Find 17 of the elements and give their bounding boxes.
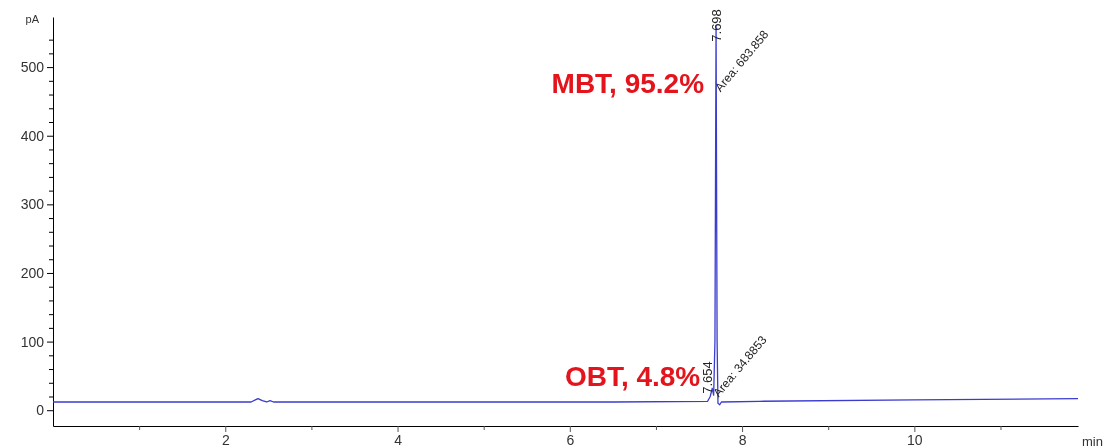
x-tick-label: 6 bbox=[566, 431, 575, 448]
y-tick-label: 300 bbox=[20, 196, 45, 213]
annotation: OBT, 4.8% bbox=[564, 360, 701, 392]
y-tick-label: 200 bbox=[20, 264, 45, 281]
x-tick-label: 8 bbox=[738, 431, 747, 448]
y-tick-label: 100 bbox=[20, 333, 45, 350]
x-tick-label: 2 bbox=[221, 431, 230, 448]
annotation: MBT, 95.2% bbox=[551, 68, 705, 100]
y-tick-label: 400 bbox=[20, 127, 45, 144]
x-tick-label: 10 bbox=[907, 431, 923, 448]
x-axis-title: min bbox=[1082, 434, 1103, 448]
y-axis-title: pA bbox=[25, 13, 40, 25]
annotation: 7.698 bbox=[709, 9, 725, 42]
annotation: 7.654 bbox=[700, 361, 716, 394]
x-tick-label: 4 bbox=[394, 431, 403, 448]
y-tick-label: 500 bbox=[20, 59, 45, 76]
y-tick-label: 0 bbox=[36, 402, 45, 419]
